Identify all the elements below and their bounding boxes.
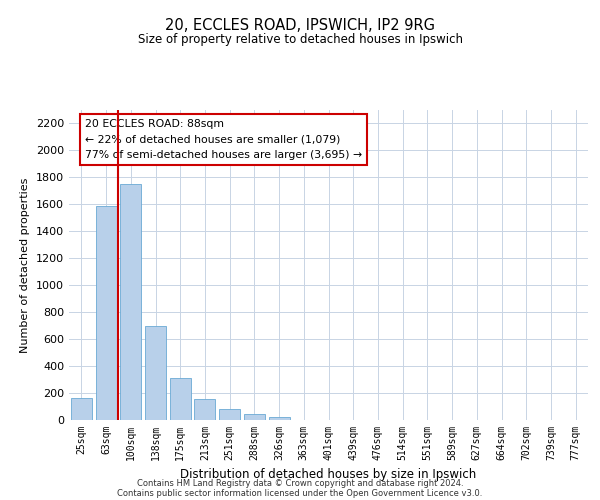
X-axis label: Distribution of detached houses by size in Ipswich: Distribution of detached houses by size … xyxy=(181,468,476,481)
Bar xyxy=(269,418,290,420)
Text: 20 ECCLES ROAD: 88sqm
← 22% of detached houses are smaller (1,079)
77% of semi-d: 20 ECCLES ROAD: 88sqm ← 22% of detached … xyxy=(85,120,362,160)
Bar xyxy=(120,184,141,420)
Bar xyxy=(244,414,265,420)
Y-axis label: Number of detached properties: Number of detached properties xyxy=(20,178,31,352)
Bar xyxy=(145,326,166,420)
Bar xyxy=(170,378,191,420)
Text: Contains public sector information licensed under the Open Government Licence v3: Contains public sector information licen… xyxy=(118,488,482,498)
Text: 20, ECCLES ROAD, IPSWICH, IP2 9RG: 20, ECCLES ROAD, IPSWICH, IP2 9RG xyxy=(165,18,435,32)
Bar xyxy=(95,206,116,420)
Bar xyxy=(219,409,240,420)
Text: Size of property relative to detached houses in Ipswich: Size of property relative to detached ho… xyxy=(137,32,463,46)
Text: Contains HM Land Registry data © Crown copyright and database right 2024.: Contains HM Land Registry data © Crown c… xyxy=(137,478,463,488)
Bar xyxy=(194,399,215,420)
Bar xyxy=(71,398,92,420)
